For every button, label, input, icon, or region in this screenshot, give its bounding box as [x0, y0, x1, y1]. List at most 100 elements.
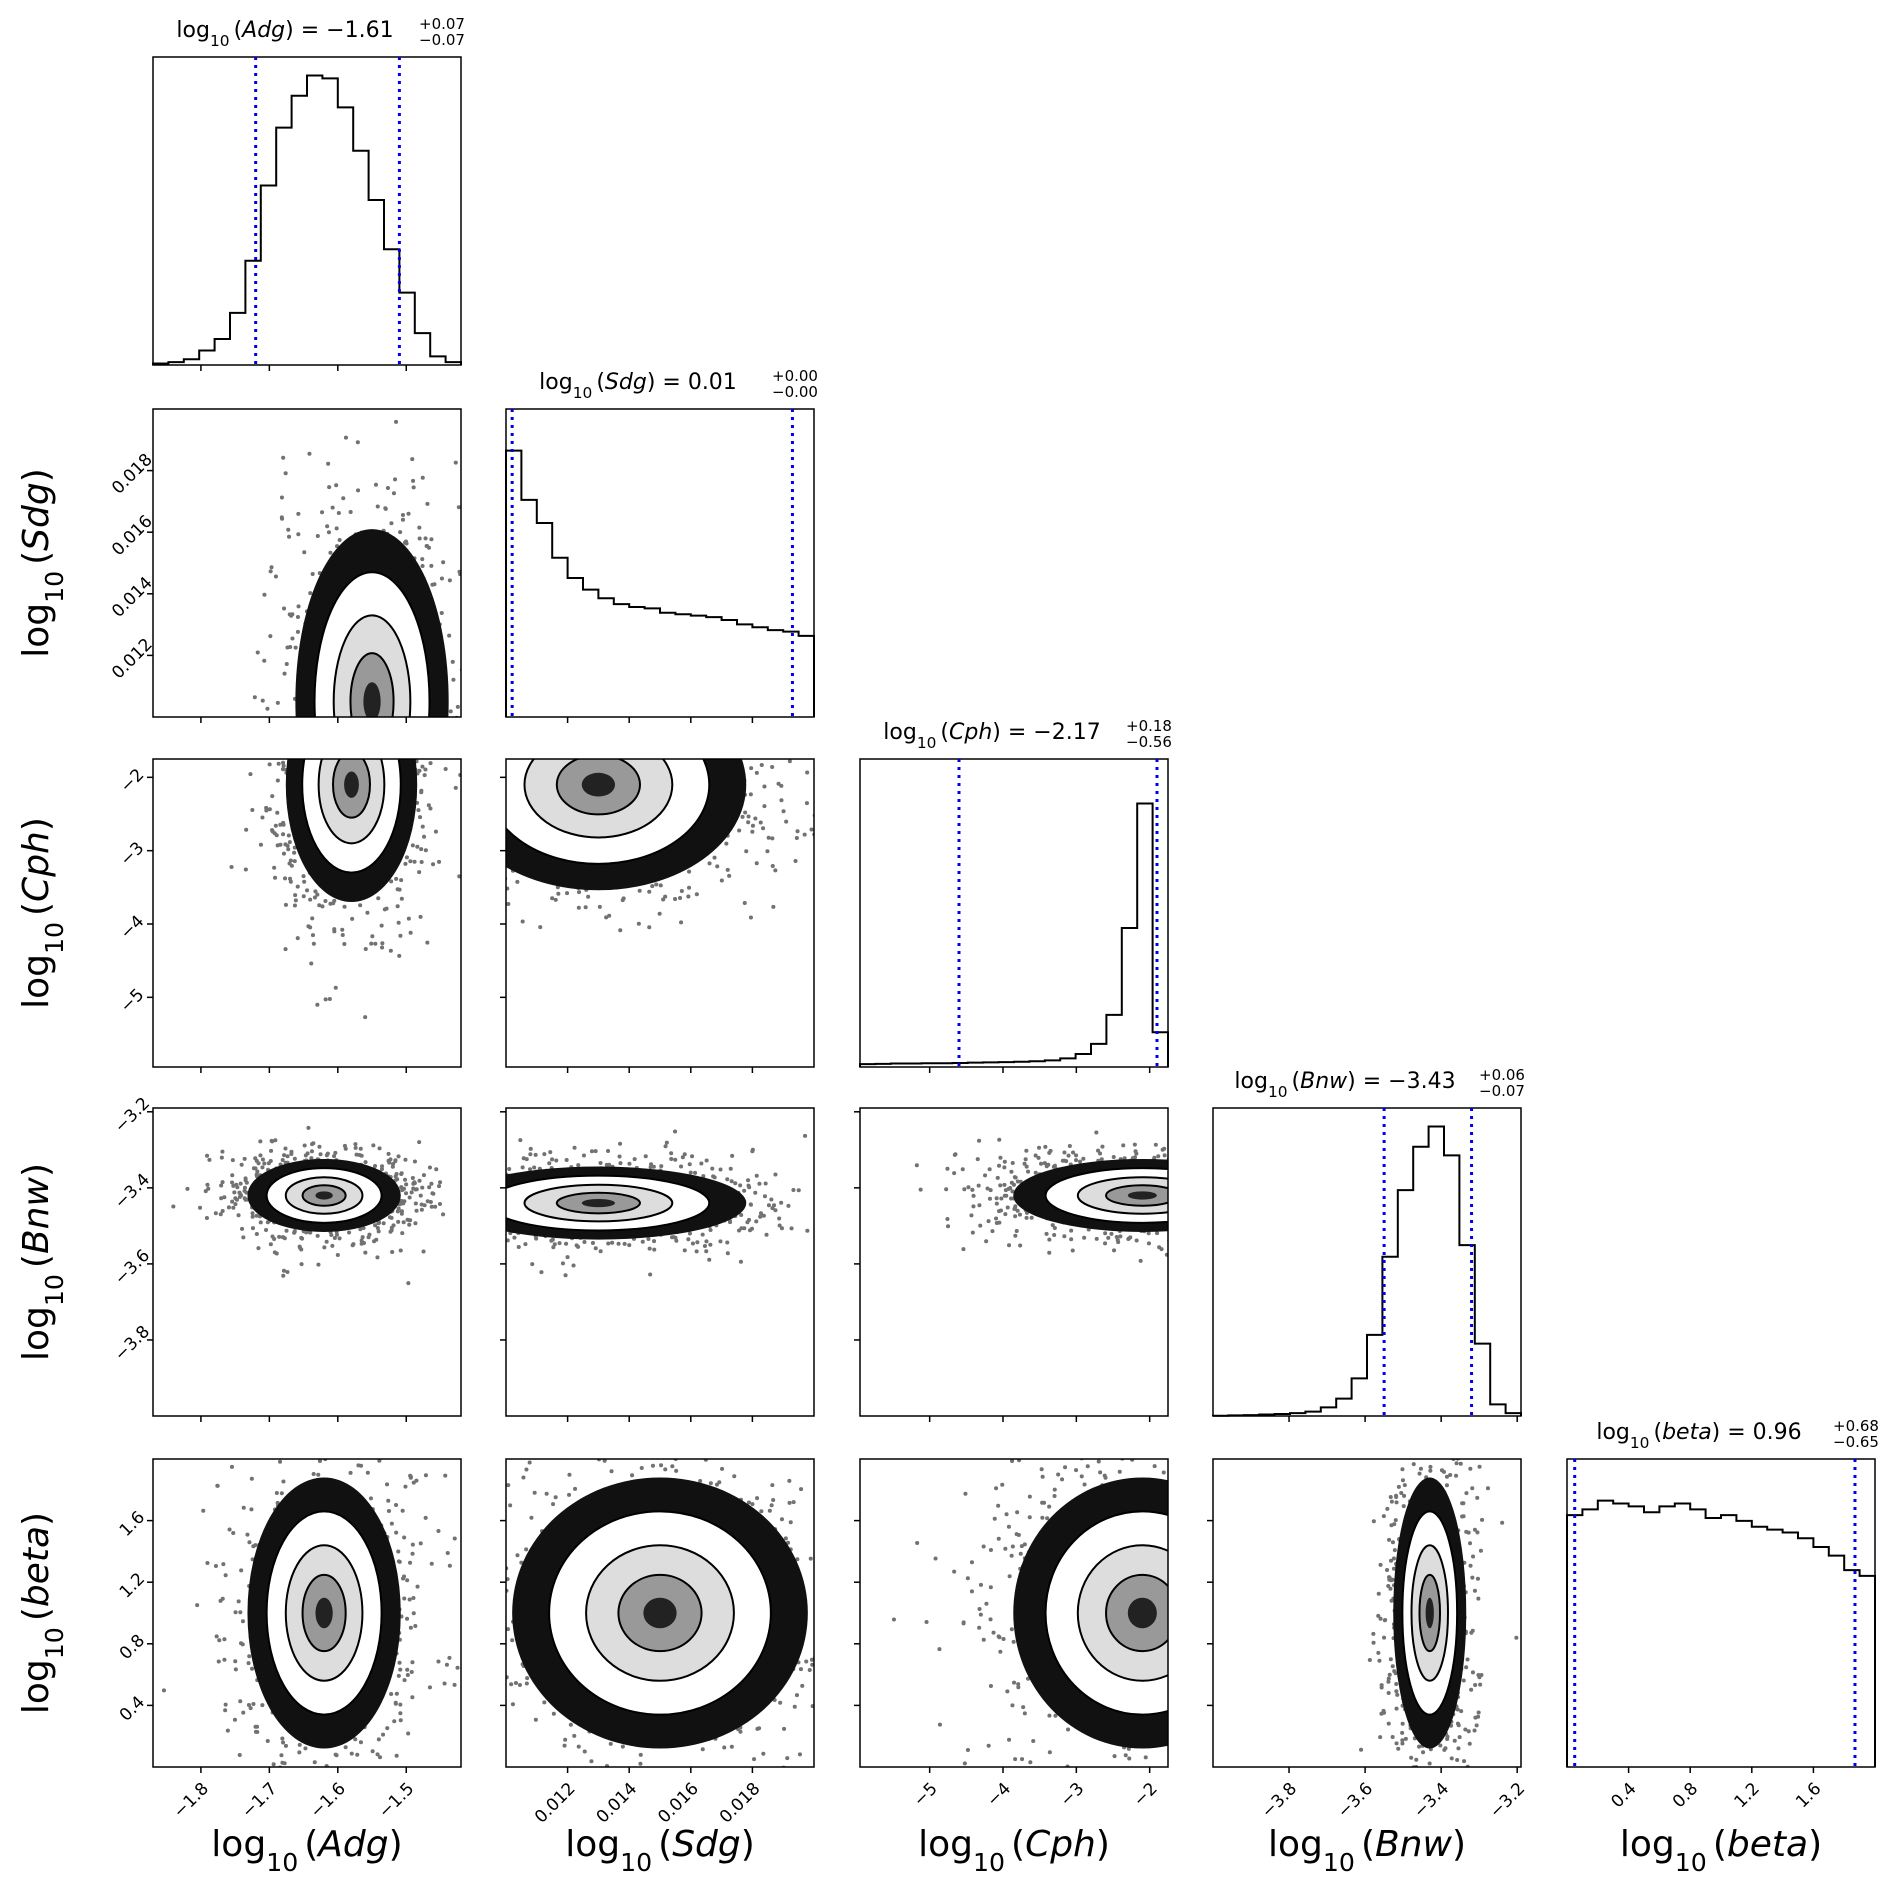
panel-frame [859, 1458, 1169, 1768]
x-axis-label-Sdg: log10 (Sdg) [565, 1824, 755, 1877]
scatter-points [252, 419, 461, 717]
scatter-points [171, 1125, 461, 1286]
panel-frame [152, 408, 462, 718]
histogram-Cph [859, 802, 1169, 1067]
y-tick-label-Sdg: 0.014 [108, 573, 157, 622]
panel-title-Bnw: log10 (Bnw) = −3.43 [1234, 1069, 1455, 1101]
y-tick-label-Bnw: −3.6 [111, 1246, 154, 1289]
title-upper-err-Sdg: +0.00 [772, 367, 818, 385]
scatter-cloud [891, 1459, 1168, 1767]
panel-frame [859, 758, 1169, 1068]
x-axis-label-beta: log10 (beta) [1620, 1824, 1822, 1877]
y-axis-label-Cph: log10(Cph) [16, 817, 69, 1009]
x-tick-label-beta: 1.2 [1731, 1779, 1764, 1812]
panel-frame [152, 1107, 462, 1417]
scatter-panel-Cph-Bnw [859, 1107, 1169, 1417]
scatter-points [1359, 1459, 1519, 1767]
y-tick-label-beta: 1.2 [116, 1569, 149, 1602]
scatter-panel-Cph-beta [859, 1458, 1169, 1768]
scatter-panel-Sdg-Cph [505, 758, 815, 1068]
x-tick-label-Adg: −1.6 [306, 1779, 349, 1822]
x-tick-label-Cph: −4 [983, 1779, 1015, 1811]
panel-title-Cph: log10 (Cph) = −2.17 [883, 720, 1100, 752]
scatter-points [506, 759, 814, 933]
panel-frame [505, 1107, 815, 1417]
title-lower-err-beta: −0.65 [1833, 1433, 1879, 1451]
y-tick-label-Cph: −3 [116, 838, 148, 870]
y-tick-label-Sdg: 0.012 [108, 635, 157, 684]
y-tick-label-beta: 1.6 [116, 1508, 149, 1541]
panel-title-beta: log10 (beta) = 0.96 [1596, 1420, 1801, 1452]
panel-frame [152, 1458, 462, 1768]
x-tick-label-Cph: −3 [1056, 1779, 1088, 1811]
hist-panel-Cph: log10 (Cph) = −2.17 +0.18−0.56 [859, 717, 1172, 1068]
density-peak [344, 771, 359, 798]
scatter-points [229, 759, 461, 1020]
title-lower-err-Bnw: −0.07 [1479, 1082, 1525, 1100]
histogram-Adg [152, 74, 462, 365]
hist-panel-Adg: log10 (Adg) = −1.61 +0.07−0.07 [152, 15, 465, 366]
scatter-cloud [252, 419, 461, 717]
x-tick-label-Bnw: −3.6 [1334, 1779, 1377, 1822]
scatter-panel-Sdg-beta [505, 1458, 815, 1768]
x-tick-label-Adg: −1.5 [375, 1779, 418, 1822]
y-tick-label-Cph: −5 [116, 985, 148, 1017]
panel-frame [1212, 1107, 1522, 1417]
x-axis-label-Bnw: log10 (Bnw) [1268, 1824, 1466, 1877]
x-tick-label-Cph: −2 [1130, 1779, 1162, 1811]
panel-frame [152, 56, 462, 366]
title-lower-err-Adg: −0.07 [419, 31, 465, 49]
density-peak [1425, 1597, 1434, 1629]
panel-frame [505, 1458, 815, 1768]
histogram-Sdg [505, 449, 815, 717]
histogram-beta [1566, 1499, 1876, 1767]
y-tick-label-Sdg: 0.016 [108, 511, 157, 560]
x-tick-label-Sdg: 0.018 [716, 1779, 765, 1828]
density-peak [363, 682, 381, 717]
x-tick-label-beta: 0.8 [1669, 1779, 1702, 1812]
scatter-points [161, 1459, 460, 1767]
x-tick-label-Adg: −1.7 [238, 1779, 281, 1822]
scatter-points [506, 1129, 814, 1278]
y-axis-label-Bnw: log10(Bnw) [16, 1163, 69, 1361]
density-peak [1127, 1597, 1157, 1629]
y-tick-label-Bnw: −3.8 [111, 1322, 154, 1365]
density-peak [315, 1597, 333, 1629]
scatter-panel-Bnw-beta [1212, 1458, 1522, 1768]
density-peak [581, 772, 616, 797]
x-tick-label-beta: 1.6 [1792, 1779, 1825, 1812]
hist-panel-Bnw: log10 (Bnw) = −3.43 +0.06−0.07 [1212, 1066, 1525, 1417]
density-peak [581, 1198, 616, 1208]
y-axis-label-Sdg: log10(Sdg) [16, 468, 69, 658]
x-axis-label-Cph: log10 (Cph) [918, 1824, 1110, 1877]
scatter-points [914, 1130, 1168, 1263]
density-peak [1127, 1191, 1157, 1200]
scatter-panel-Adg-Cph [152, 758, 462, 1068]
y-tick-label-Cph: −2 [116, 765, 148, 797]
panel-frame [1212, 1458, 1522, 1768]
hist-panel-beta: log10 (beta) = 0.96 +0.68−0.65 [1566, 1417, 1879, 1768]
panel-frame [859, 1107, 1169, 1417]
y-tick-label-Bnw: −3.2 [111, 1094, 154, 1137]
y-axis-label-beta: log10(beta) [16, 1512, 69, 1714]
title-upper-err-Adg: +0.07 [419, 15, 465, 33]
x-tick-label-beta: 0.4 [1607, 1779, 1640, 1812]
panel-frame [505, 408, 815, 718]
title-upper-err-Bnw: +0.06 [1479, 1066, 1525, 1084]
x-tick-label-Bnw: −3.4 [1410, 1779, 1453, 1822]
scatter-panel-Sdg-Bnw [505, 1107, 815, 1417]
title-upper-err-beta: +0.68 [1833, 1417, 1879, 1435]
hist-panel-Sdg: log10 (Sdg) = 0.01 +0.00−0.00 [505, 367, 818, 718]
x-tick-label-Bnw: −3.2 [1486, 1779, 1529, 1822]
density-peak [643, 1597, 677, 1629]
y-tick-label-beta: 0.8 [116, 1631, 149, 1664]
scatter-panel-Adg-Sdg [152, 408, 462, 718]
panel-frame [1566, 1458, 1876, 1768]
panel-title-Adg: log10 (Adg) = −1.61 [176, 18, 393, 50]
y-tick-label-Sdg: 0.018 [108, 450, 157, 499]
x-tick-label-Sdg: 0.012 [531, 1779, 580, 1828]
y-tick-label-beta: 0.4 [116, 1692, 149, 1725]
x-axis-label-Adg: log10 (Adg) [211, 1824, 402, 1877]
scatter-points [891, 1459, 1168, 1767]
